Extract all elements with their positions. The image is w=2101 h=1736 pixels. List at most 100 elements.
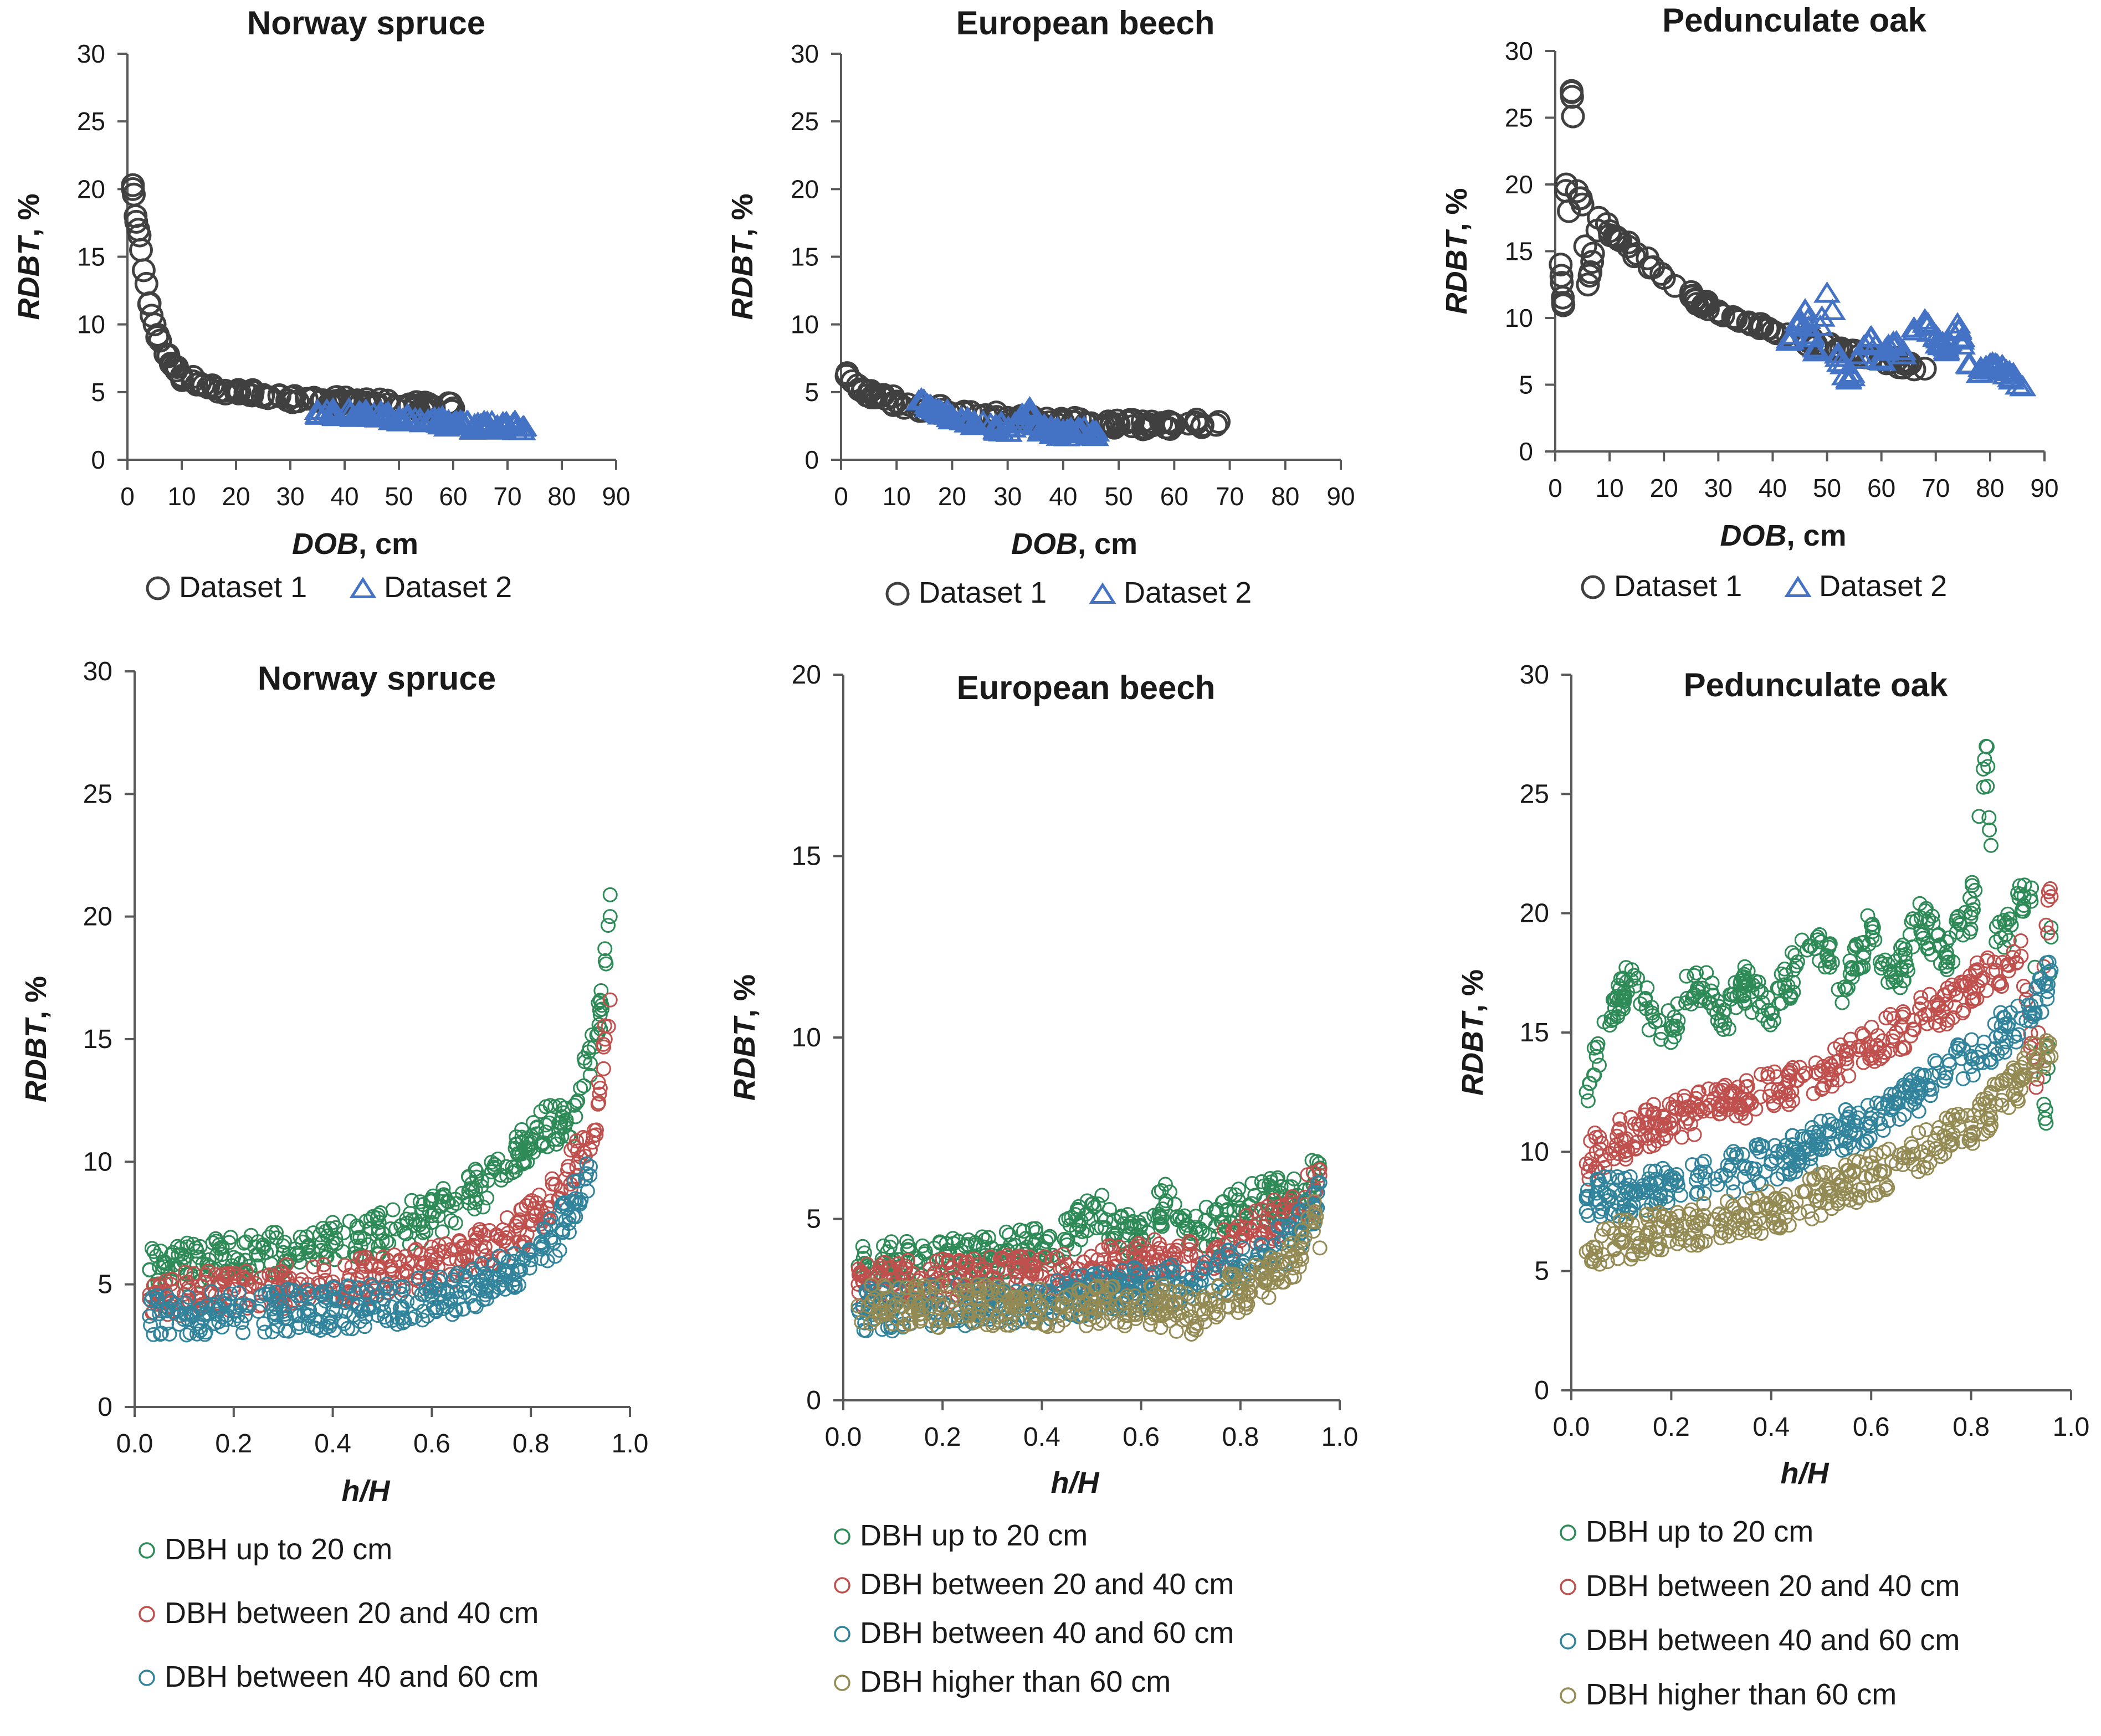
legend-label: DBH higher than 60 cm bbox=[1586, 1678, 1897, 1711]
data-point bbox=[1697, 1186, 1712, 1201]
plot-area bbox=[121, 173, 537, 440]
data-point bbox=[1846, 342, 1873, 364]
data-point bbox=[928, 1312, 944, 1328]
data-point bbox=[1549, 264, 1574, 288]
data-point bbox=[908, 1281, 923, 1297]
data-point bbox=[424, 1260, 439, 1275]
data-point bbox=[304, 398, 331, 420]
data-point bbox=[1754, 984, 1769, 1000]
data-point bbox=[1911, 308, 1939, 330]
data-point bbox=[1671, 1208, 1687, 1224]
data-point bbox=[1870, 1111, 1885, 1127]
data-point bbox=[961, 1232, 976, 1247]
data-point bbox=[1751, 1174, 1766, 1190]
data-point bbox=[601, 917, 616, 933]
data-point bbox=[447, 1242, 462, 1257]
data-point bbox=[1002, 1227, 1017, 1242]
data-point bbox=[1931, 1018, 1947, 1033]
data-point bbox=[2006, 1086, 2021, 1102]
data-point bbox=[2040, 892, 2056, 908]
x-tick-label: 60 bbox=[1160, 482, 1188, 511]
data-point bbox=[1736, 310, 1760, 335]
data-point bbox=[1653, 1188, 1668, 1203]
data-point bbox=[1689, 965, 1704, 980]
y-tick-label: 30 bbox=[77, 39, 105, 68]
data-point bbox=[1980, 779, 1995, 794]
y-tick-label: 30 bbox=[791, 39, 819, 68]
data-point bbox=[385, 1202, 401, 1218]
data-point bbox=[142, 1308, 157, 1324]
data-point bbox=[1965, 878, 1980, 893]
data-point bbox=[885, 1298, 901, 1314]
x-axis-label-variable: h/H bbox=[1781, 1457, 1830, 1490]
data-point bbox=[150, 1291, 165, 1307]
data-point bbox=[1964, 906, 1979, 921]
data-point bbox=[934, 1313, 950, 1328]
x-axis-label-variable: DOB bbox=[1011, 527, 1078, 561]
data-point bbox=[181, 1290, 197, 1305]
data-point bbox=[1887, 1087, 1903, 1102]
y-tick-label: 0 bbox=[804, 445, 819, 474]
data-point bbox=[1032, 415, 1060, 437]
data-point bbox=[602, 909, 618, 925]
data-point bbox=[1223, 1187, 1238, 1202]
data-point bbox=[564, 1193, 580, 1209]
data-point bbox=[424, 1289, 439, 1304]
data-point bbox=[1906, 1022, 1921, 1038]
data-point bbox=[1215, 1194, 1230, 1210]
data-point bbox=[1650, 1133, 1666, 1149]
y-axis-label: RDBT, % bbox=[728, 974, 761, 1101]
x-tick-label: 0.0 bbox=[116, 1429, 153, 1458]
data-point bbox=[176, 1286, 192, 1302]
data-point bbox=[1744, 1005, 1760, 1020]
data-point bbox=[2040, 925, 2056, 941]
data-point bbox=[1261, 1290, 1277, 1305]
data-point bbox=[1154, 1263, 1170, 1278]
legend-item: Dataset 1 bbox=[1581, 569, 1742, 603]
data-point bbox=[2031, 1025, 2046, 1040]
data-point bbox=[1208, 1291, 1223, 1307]
data-point bbox=[1312, 1175, 1328, 1190]
data-point bbox=[1820, 1123, 1835, 1138]
data-point bbox=[176, 1255, 192, 1270]
data-point bbox=[201, 1264, 216, 1279]
data-point bbox=[953, 1254, 968, 1269]
data-point bbox=[243, 1227, 259, 1243]
data-point bbox=[186, 1236, 201, 1252]
data-point bbox=[1707, 1211, 1722, 1227]
data-point bbox=[1601, 1221, 1617, 1236]
data-point bbox=[1638, 1182, 1654, 1198]
data-point bbox=[383, 1221, 398, 1236]
data-point bbox=[1842, 1193, 1858, 1208]
data-point bbox=[148, 328, 172, 353]
data-point bbox=[1895, 1040, 1911, 1055]
data-point bbox=[300, 1301, 316, 1317]
data-point bbox=[269, 1285, 284, 1300]
data-point bbox=[1806, 1172, 1822, 1187]
data-point bbox=[177, 1265, 193, 1280]
data-point bbox=[1727, 309, 1751, 333]
data-point bbox=[1579, 1204, 1594, 1219]
legend-marker-circle bbox=[139, 1542, 155, 1559]
data-point bbox=[189, 1244, 205, 1259]
data-point bbox=[1083, 1291, 1099, 1307]
data-point bbox=[900, 1242, 915, 1257]
data-point bbox=[578, 1171, 593, 1187]
y-tick-label: 10 bbox=[792, 1023, 821, 1052]
data-point bbox=[158, 1273, 173, 1288]
data-point bbox=[910, 1303, 926, 1318]
data-point bbox=[1697, 1171, 1713, 1187]
data-point bbox=[1106, 412, 1131, 436]
data-point bbox=[923, 1261, 938, 1277]
data-point bbox=[369, 404, 397, 425]
legend-marker-circle bbox=[834, 1626, 850, 1642]
data-point bbox=[1580, 250, 1605, 274]
x-tick-label: 0 bbox=[834, 482, 848, 511]
chart-title: Norway spruce bbox=[258, 660, 496, 697]
data-point bbox=[251, 1298, 267, 1314]
data-point bbox=[572, 1195, 587, 1210]
data-point bbox=[1964, 875, 1980, 890]
legend-marker-circle bbox=[834, 1528, 850, 1545]
